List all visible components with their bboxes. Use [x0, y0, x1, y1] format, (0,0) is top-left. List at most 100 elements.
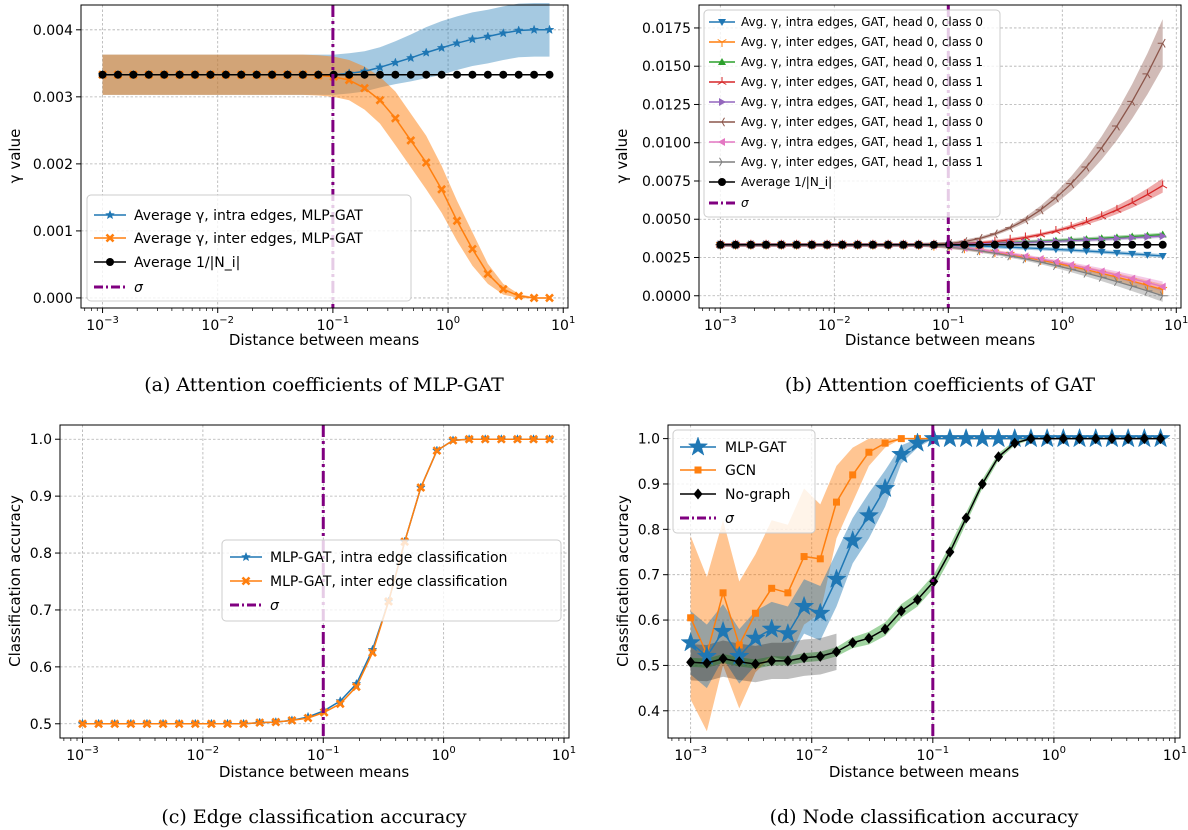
- triangle-marker: [1097, 267, 1105, 276]
- legend-items: [709, 19, 735, 205]
- circle-marker: [1082, 240, 1091, 249]
- triangle-marker: [1158, 282, 1166, 291]
- square-marker: [751, 609, 759, 617]
- panel-b-ylabel: γ value: [613, 129, 631, 184]
- tri-marker: [1144, 286, 1153, 296]
- y-tick-label: 0.5: [30, 717, 52, 733]
- square-marker: [735, 641, 743, 649]
- circle-marker: [252, 70, 261, 79]
- square-marker: [881, 439, 889, 447]
- panel-b-legend: Avg. γ, intra edges, GAT, head 0, class …: [703, 9, 1001, 218]
- triangle-marker: [1129, 233, 1137, 242]
- star-marker: [955, 427, 977, 448]
- circle-marker: [391, 70, 400, 79]
- x-tick-label: 10−3: [704, 315, 737, 334]
- circle-marker: [868, 240, 877, 249]
- panel-b-lines: [715, 38, 1168, 301]
- circle-marker: [283, 70, 292, 79]
- star-marker: [858, 504, 880, 525]
- diamond-marker: [880, 623, 890, 635]
- legend-box: [221, 539, 562, 622]
- x-marker: [452, 216, 462, 226]
- star-marker: [375, 62, 385, 72]
- legend-label-4: Avg. γ, inter edges, GAT, head 0, class …: [741, 75, 983, 89]
- circle-marker: [731, 240, 740, 249]
- circle-marker: [468, 70, 477, 79]
- tri-marker: [1158, 180, 1168, 189]
- diamond-marker: [864, 632, 874, 644]
- x-marker: [406, 135, 416, 145]
- x-marker: [375, 95, 385, 105]
- circle-marker: [777, 240, 786, 249]
- legend-label-sigma: σ: [741, 196, 749, 210]
- star-marker: [972, 427, 993, 448]
- x-marker: [498, 284, 508, 294]
- y-tick-label: 0.003: [33, 90, 73, 106]
- x-marker: [255, 718, 265, 728]
- tri-marker: [717, 117, 725, 127]
- circle-marker: [268, 70, 277, 79]
- circle-marker: [113, 70, 122, 79]
- circle-marker: [406, 70, 415, 79]
- star-marker: [390, 57, 401, 67]
- panel-a-legend: Average γ, intra edges, MLP-GAT Average …: [86, 194, 412, 302]
- x-tick-label: 10−3: [674, 745, 707, 764]
- x-marker: [483, 269, 493, 279]
- confidence-band: [102, 54, 550, 299]
- diamond-marker: [977, 478, 987, 490]
- square-marker: [719, 589, 727, 597]
- panel-d-legend: MLP-GAT GCN No-graph σ: [672, 429, 816, 534]
- legend-label-mlpgat: MLP-GAT: [725, 440, 787, 456]
- x-tick-label: 10−2: [795, 745, 828, 764]
- x-marker: [545, 434, 555, 444]
- x-marker: [223, 719, 232, 729]
- star-marker: [891, 443, 912, 464]
- y-tick-label: 0.0025: [642, 251, 691, 267]
- x-tick-label: 10−3: [86, 315, 119, 334]
- x-tick-label: 10−2: [187, 745, 220, 764]
- panel-d-frame: [667, 424, 1181, 739]
- tri-marker: [991, 248, 1000, 258]
- x-marker: [303, 713, 313, 723]
- x-tick-label: 100: [432, 745, 456, 764]
- legend-label-3: Avg. γ, intra edges, GAT, head 0, class …: [741, 55, 983, 69]
- triangle-marker: [1158, 252, 1167, 260]
- circle-marker: [221, 70, 230, 79]
- legend-label-intra: MLP-GAT, intra edge classification: [270, 550, 507, 566]
- x-marker: [360, 83, 369, 93]
- tri-marker: [1022, 254, 1031, 264]
- diamond-marker: [1139, 433, 1149, 445]
- x-tick-label: 101: [551, 315, 575, 334]
- triangle-marker: [1036, 254, 1044, 263]
- square-marker: [768, 584, 776, 592]
- legend-box: [672, 429, 816, 534]
- panel-a-ylabel: γ value: [6, 129, 24, 184]
- y-tick-label: 0.001: [33, 224, 73, 240]
- x-marker: [514, 291, 524, 301]
- circle-marker: [899, 240, 908, 249]
- circle-marker: [499, 70, 508, 79]
- x-marker: [206, 719, 216, 729]
- legend-label-7: Avg. γ, intra edges, GAT, head 1, class …: [741, 135, 983, 149]
- circle-marker: [1021, 240, 1030, 249]
- panel-b-frame: [698, 4, 1182, 309]
- triangle-marker: [1144, 232, 1152, 241]
- x-marker: [105, 233, 115, 243]
- tri-marker: [1111, 121, 1120, 131]
- x-marker: [529, 293, 539, 303]
- tri-marker: [1020, 215, 1029, 225]
- tri-marker: [1037, 257, 1046, 267]
- triangle-marker: [718, 58, 726, 65]
- legend-label-intra: Average γ, intra edges, MLP-GAT: [134, 208, 363, 224]
- x-tick-label: 101: [1164, 315, 1188, 334]
- triangle-marker: [718, 19, 726, 26]
- diamond-marker: [693, 488, 703, 500]
- y-tick-label: 0.0100: [642, 136, 691, 152]
- circle-marker: [1097, 240, 1106, 249]
- star-marker: [482, 31, 493, 41]
- circle-marker: [514, 70, 523, 79]
- caption-a: (a) Attention coefficients of MLP-GAT: [144, 374, 504, 396]
- star-marker: [544, 24, 555, 35]
- y-tick-label: 0.004: [33, 23, 73, 39]
- circle-marker: [792, 240, 801, 249]
